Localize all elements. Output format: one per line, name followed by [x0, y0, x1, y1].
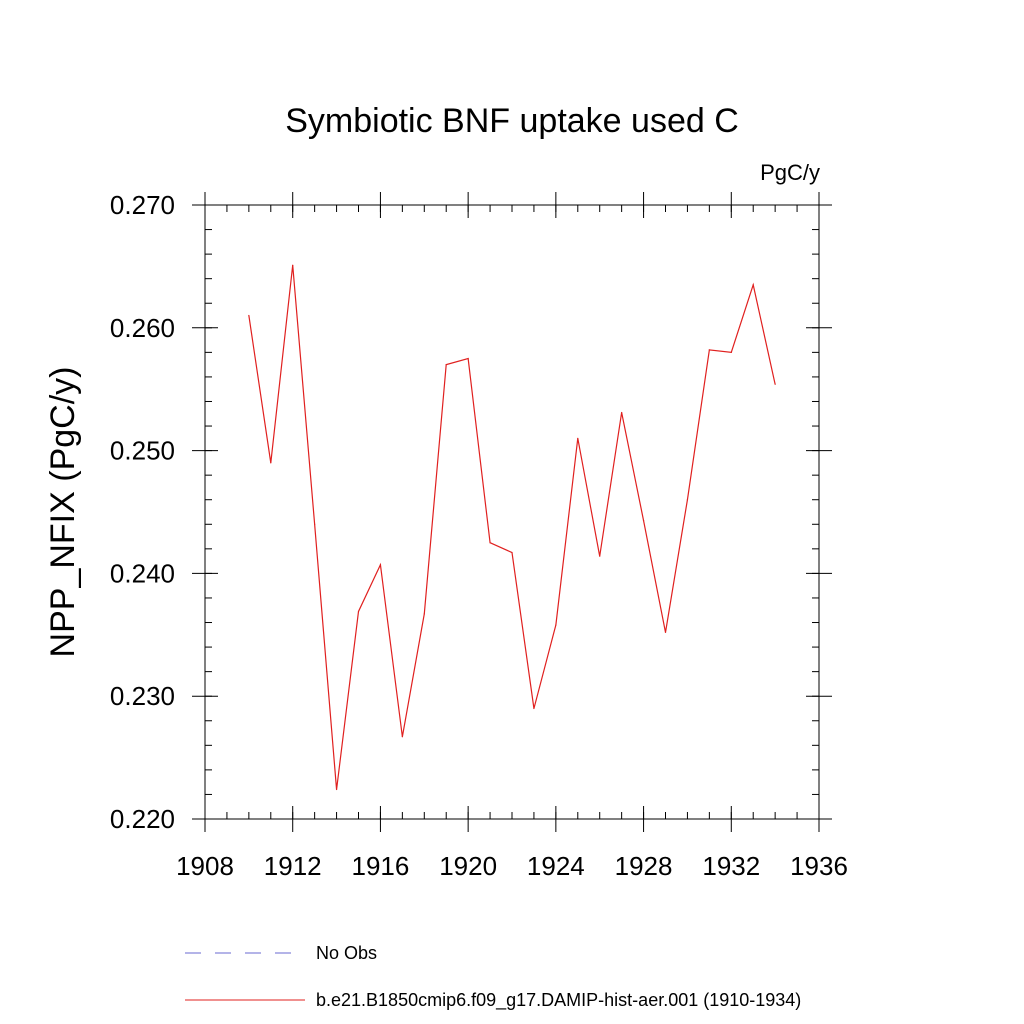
y-ticks: 0.220 0.230 0.240 0.250 0.260 0.270: [110, 190, 832, 834]
x-tick-label: 1908: [176, 851, 234, 881]
y-tick-label: 0.270: [110, 190, 175, 220]
data-point: [708, 349, 710, 351]
legend-label-no-obs: No Obs: [316, 943, 377, 963]
data-point: [445, 364, 447, 366]
x-ticks: 1908 1912 1916 1920 1924 1928 1932 1936: [176, 192, 848, 881]
data-point: [664, 631, 667, 633]
data-point: [357, 610, 360, 613]
y-tick-label: 0.250: [110, 436, 175, 466]
data-point: [314, 523, 316, 525]
data-point: [292, 264, 294, 266]
x-minor-ticks: [204, 205, 820, 819]
x-tick-label: 1936: [790, 851, 848, 881]
x-tick-label: 1912: [264, 851, 322, 881]
data-point: [248, 314, 250, 317]
data-point: [621, 411, 623, 414]
x-tick-label: 1916: [352, 851, 410, 881]
data-point: [555, 624, 557, 626]
y-minor-ticks: [205, 204, 819, 820]
data-point: [533, 707, 535, 710]
data-point: [752, 284, 754, 286]
data-point: [774, 383, 776, 385]
data-point: [577, 437, 579, 439]
data-point: [379, 564, 382, 566]
y-tick-label: 0.230: [110, 681, 175, 711]
data-point: [401, 736, 403, 738]
data-point: [642, 519, 645, 522]
data-point: [489, 542, 491, 544]
data-point: [467, 357, 469, 360]
x-tick-label: 1924: [527, 851, 585, 881]
y-tick-label: 0.220: [110, 804, 175, 834]
x-tick-label: 1920: [439, 851, 497, 881]
y-tick-label: 0.240: [110, 558, 175, 588]
x-tick-label: 1932: [702, 851, 760, 881]
legend: No Obs b.e21.B1850cmip6.f09_g17.DAMIP-hi…: [185, 943, 801, 1011]
data-point: [335, 788, 338, 791]
y-tick-label: 0.260: [110, 313, 175, 343]
data-point: [511, 551, 513, 554]
series-layer: [248, 264, 776, 791]
data-point: [686, 499, 689, 501]
legend-label-model-run: b.e21.B1850cmip6.f09_g17.DAMIP-hist-aer.…: [316, 990, 801, 1011]
chart-title: Symbiotic BNF uptake used C: [285, 102, 739, 140]
data-point: [423, 613, 425, 615]
data-point: [599, 555, 601, 557]
data-point: [270, 462, 272, 464]
data-point: [730, 351, 732, 353]
x-tick-label: 1928: [615, 851, 673, 881]
plot-frame: [204, 204, 820, 820]
series-line: [248, 265, 776, 790]
y-axis-label: NPP_NFIX (PgC/y): [44, 367, 82, 658]
units-label: PgC/y: [760, 160, 820, 185]
